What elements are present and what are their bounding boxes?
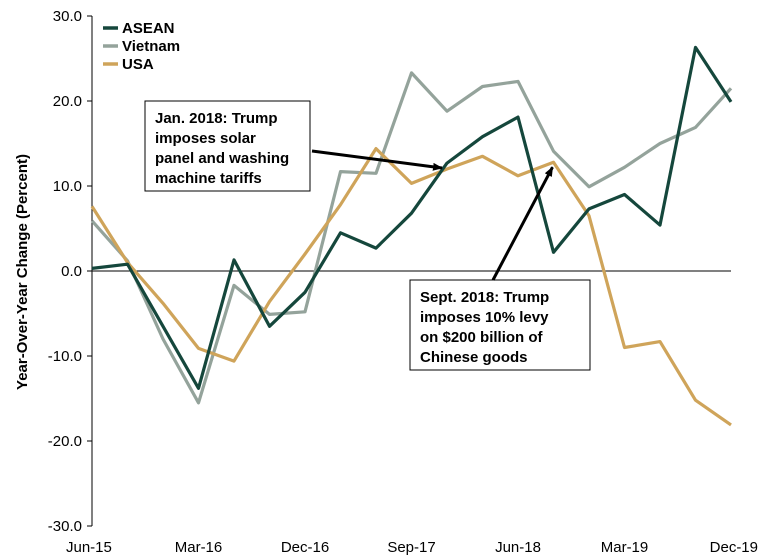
annotation-text-line: Jan. 2018: Trump	[155, 110, 278, 127]
series-line-vietnam	[90, 71, 733, 405]
legend-label-asean: ASEAN	[122, 20, 175, 37]
annotation-text-line: Sept. 2018: Trump	[420, 289, 549, 306]
y-tick-label: 20.0	[53, 93, 82, 110]
x-tick-label: Mar-16	[175, 539, 223, 556]
legend-label-usa: USA	[122, 56, 154, 73]
annotation-text-line: imposes 10% levy	[420, 309, 549, 326]
x-tick-label: Dec-16	[281, 539, 329, 556]
annotation-text-line: machine tariffs	[155, 170, 262, 187]
x-tick-label: Jun-18	[495, 539, 541, 556]
annotation-1: Jan. 2018: Trump imposes solar panel and w…	[144, 100, 311, 192]
chart-annotations: Jan. 2018: Trump imposes solar panel and w…	[144, 100, 591, 371]
y-tick-label: -10.0	[48, 348, 82, 365]
x-tick-label: Mar-19	[601, 539, 649, 556]
y-tick-label: 0.0	[61, 263, 82, 280]
x-tick-label: Dec-19	[710, 539, 758, 556]
annotation-2: Sept. 2018: Trump imposes 10% levy on $200…	[409, 279, 591, 371]
annotation-text-line: on $200 billion of	[420, 329, 544, 346]
annotation-box	[144, 100, 311, 192]
series-line-usa	[90, 147, 732, 427]
annotation-arrow-1	[311, 149, 443, 171]
y-tick-label: -20.0	[48, 433, 82, 450]
y-tick-label: 10.0	[53, 178, 82, 195]
series-line-asean	[91, 45, 733, 390]
y-axis-label: Year-Over-Year Change (Percent)	[14, 154, 31, 390]
annotation-text-line: panel and washing	[155, 150, 289, 167]
annotation-text-line: Chinese goods	[420, 349, 528, 366]
annotation-text-line: imposes solar	[155, 130, 256, 147]
legend-label-vietnam: Vietnam	[122, 38, 180, 55]
annotation-arrow-2	[491, 166, 554, 281]
y-tick-label: -30.0	[48, 518, 82, 535]
y-tick-label: 30.0	[53, 8, 82, 25]
x-tick-label: Sep-17	[387, 539, 435, 556]
chart-series	[90, 45, 733, 427]
x-tick-label: Jun-15	[66, 539, 112, 556]
annotation-box	[409, 279, 591, 371]
chart-axes: 30.0 20.0 10.0 0.0 -10.0 -20.0 -30.0 Jun-15 Mar-…	[48, 8, 758, 556]
